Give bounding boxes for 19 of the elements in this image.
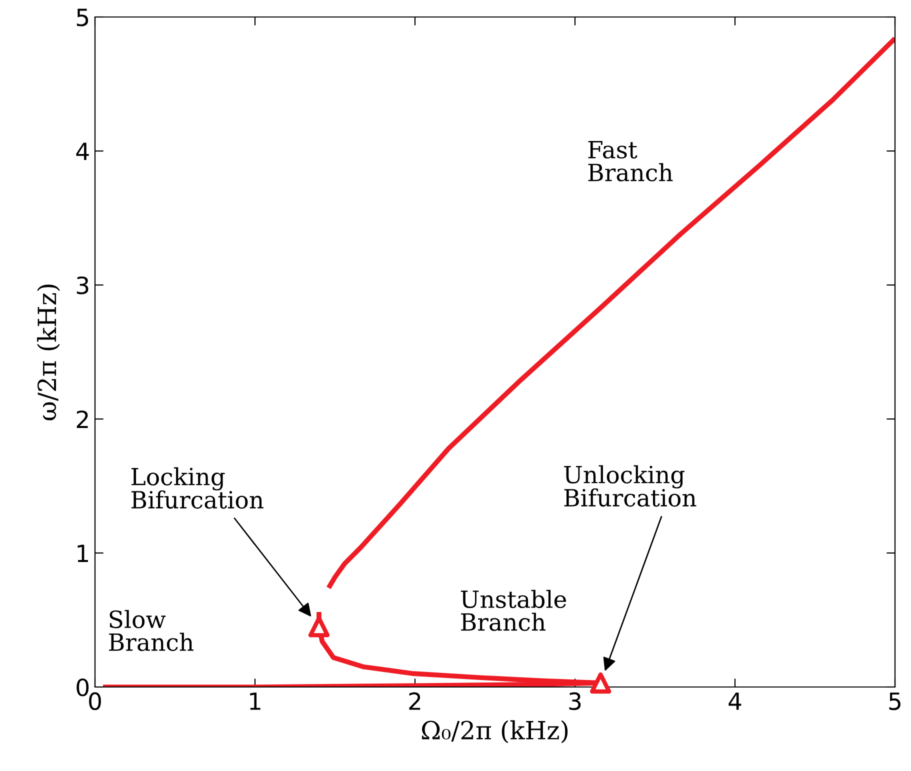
y-axis-title: ω/2π (kHz) xyxy=(37,284,60,420)
y-tick-label: 2 xyxy=(76,410,88,428)
y-tick-label: 4 xyxy=(76,142,89,160)
x-tick-label: 1 xyxy=(250,692,260,710)
x-tick-label: 2 xyxy=(409,692,420,710)
x-tick-label: 4 xyxy=(728,692,742,710)
y-tick-label: 3 xyxy=(76,276,88,294)
annotation: Unstable Branch xyxy=(460,590,566,631)
y-tick-label: 0 xyxy=(76,678,89,696)
x-tick-label: 5 xyxy=(889,692,900,710)
y-tick-label: 1 xyxy=(78,544,88,562)
annotation: Fast Branch xyxy=(588,141,673,182)
annotation: Unlocking Bifurcation xyxy=(564,465,696,507)
x-axis-title: Ω₀/2π (kHz) xyxy=(422,720,568,744)
x-tick-label: 3 xyxy=(569,692,581,710)
annotation: Slow Branch xyxy=(109,610,194,652)
y-tick-label: 5 xyxy=(76,8,88,26)
annotation: Locking Bifurcation xyxy=(132,467,264,509)
x-tick-label: 0 xyxy=(89,692,101,710)
